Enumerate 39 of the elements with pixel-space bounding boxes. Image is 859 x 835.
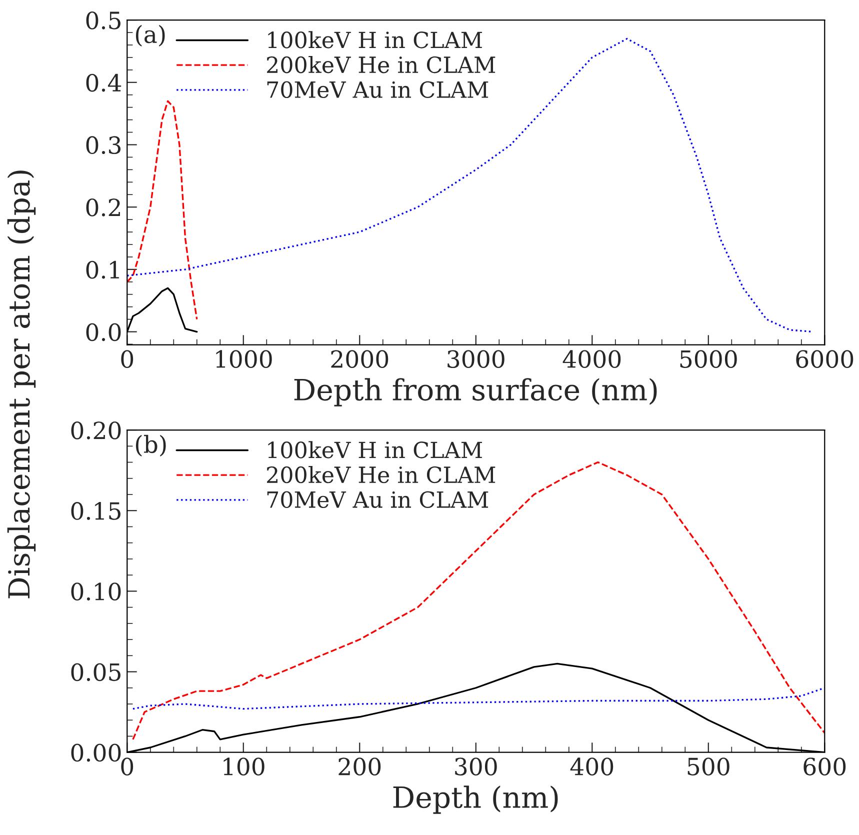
legend-label: 200keV He in CLAM bbox=[267, 466, 496, 484]
x-tick-label: 100 bbox=[224, 758, 264, 776]
y-tick-label: 0.10 bbox=[71, 582, 121, 600]
x-tick-label: 300 bbox=[455, 758, 497, 776]
legend-label: 70MeV Au in CLAM bbox=[267, 491, 488, 508]
x-tick-label: 3000 bbox=[448, 350, 504, 368]
x-tick-label: 0 bbox=[121, 758, 134, 776]
x-tick-label: 5000 bbox=[680, 350, 737, 368]
x-tick-label: 600 bbox=[804, 758, 846, 776]
x-tick-label: 200 bbox=[338, 758, 381, 776]
legend-label: 200keV He in CLAM bbox=[267, 56, 496, 74]
x-axis-title: Depth from surface (nm) bbox=[294, 378, 657, 406]
x-tick-label: 0 bbox=[121, 350, 134, 368]
x-tick-label: 400 bbox=[570, 758, 614, 776]
y-axis-title: Displacement per atom (dpa) bbox=[7, 170, 36, 598]
line-series bbox=[132, 461, 825, 740]
y-tick-label: 0.0 bbox=[86, 323, 121, 342]
annotation: (a) bbox=[136, 24, 165, 47]
line-series bbox=[132, 687, 825, 710]
line-series bbox=[127, 100, 198, 320]
x-tick-label: 1000 bbox=[216, 350, 272, 368]
y-tick-label: 0.4 bbox=[86, 74, 122, 92]
y-tick-label: 0.1 bbox=[86, 260, 119, 279]
x-axis-title: Depth (nm) bbox=[393, 786, 558, 814]
y-tick-label: 0.3 bbox=[86, 136, 121, 154]
legend-label: 100keV H in CLAM bbox=[268, 441, 482, 458]
y-tick-label: 0.15 bbox=[71, 502, 120, 520]
legend-label: 100keV H in CLAM bbox=[268, 31, 482, 48]
y-tick-label: 0.2 bbox=[86, 198, 120, 216]
x-tick-label: 6000 bbox=[796, 350, 854, 368]
y-tick-label: 0.05 bbox=[71, 663, 120, 682]
x-tick-label: 500 bbox=[688, 758, 730, 776]
y-tick-label: 0.20 bbox=[71, 421, 121, 440]
y-tick-label: 0.00 bbox=[71, 744, 121, 762]
x-tick-label: 2000 bbox=[331, 350, 388, 368]
annotation: (b) bbox=[136, 434, 166, 456]
x-tick-label: 4000 bbox=[562, 350, 621, 368]
legend-label: 70MeV Au in CLAM bbox=[267, 81, 488, 98]
y-tick-label: 0.5 bbox=[86, 11, 120, 30]
